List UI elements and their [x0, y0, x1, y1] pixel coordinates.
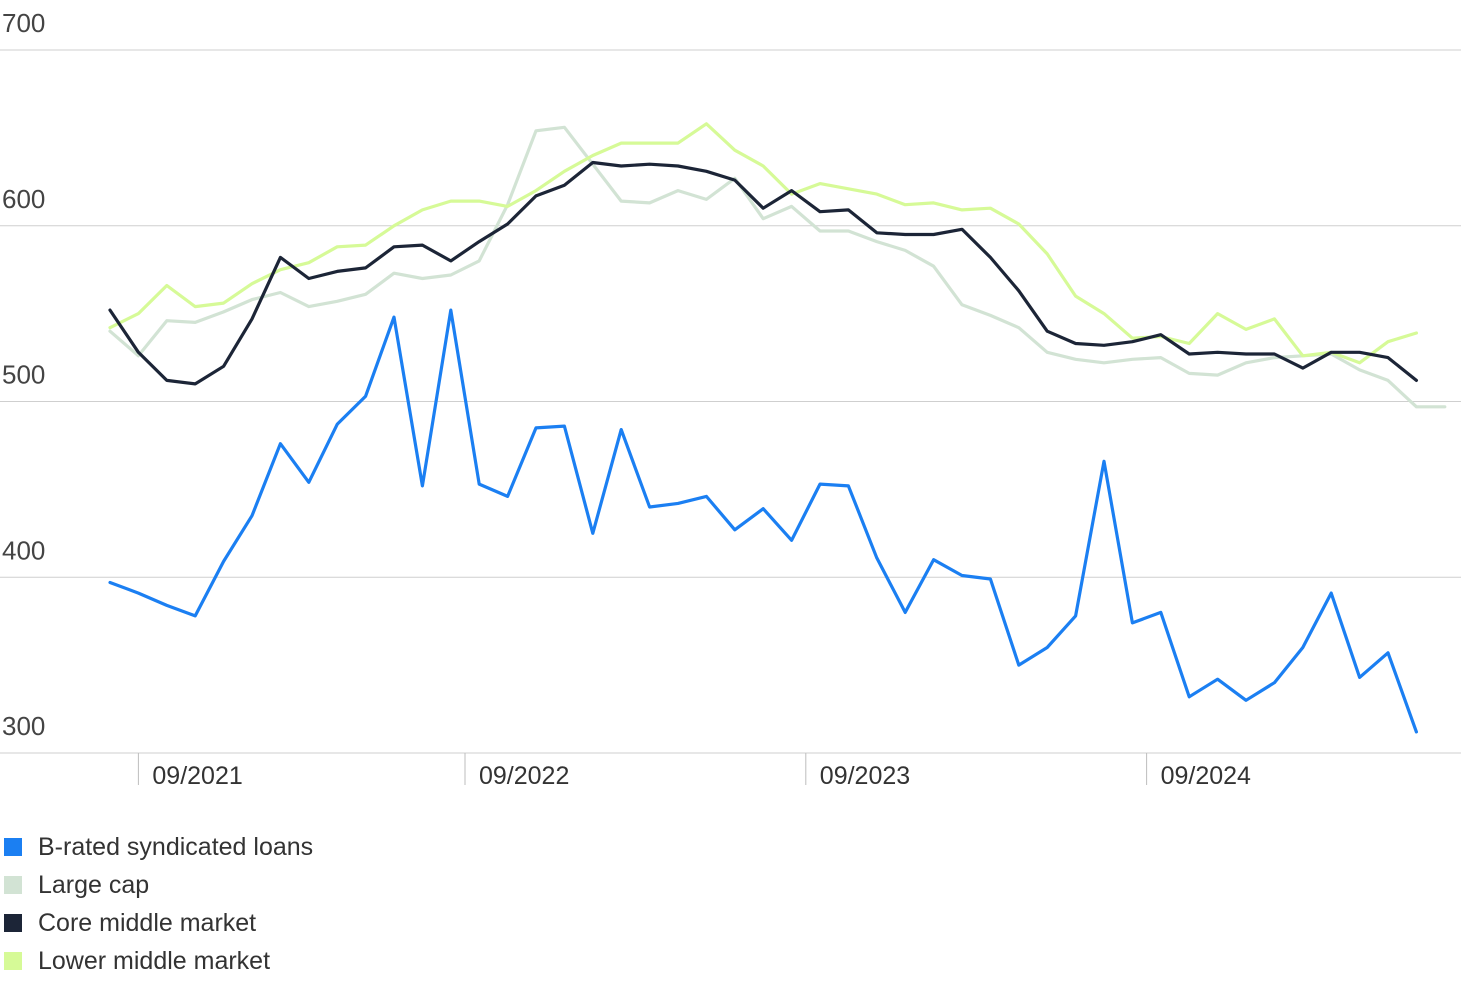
x-tick-label-2: 09/2023	[820, 762, 910, 790]
series-line-b-rated-syndicated-loans	[108, 308, 1418, 734]
legend-swatch	[4, 838, 22, 856]
x-tick-label-1: 09/2022	[479, 762, 569, 790]
legend-label: Lower middle market	[38, 946, 271, 975]
y-axis-ticks: 700 600 500 400 300	[2, 8, 45, 741]
x-tick-label-0: 09/2021	[152, 762, 242, 790]
y-tick-label-400: 400	[2, 535, 45, 565]
legend-item-core-middle-market: Core middle market	[4, 904, 313, 942]
legend-swatch	[4, 914, 22, 932]
legend-label: B-rated syndicated loans	[38, 832, 314, 861]
legend-swatch	[4, 952, 22, 970]
series-line-core-middle-market	[108, 160, 1418, 386]
y-tick-label-600: 600	[2, 184, 45, 214]
legend-label: Large cap	[38, 870, 150, 899]
gridlines	[0, 49, 1461, 754]
series-line-large-cap	[108, 125, 1447, 409]
legend: B-rated syndicated loans Large cap Core …	[4, 828, 313, 980]
y-tick-label-300: 300	[2, 711, 45, 741]
legend-item-b-rated-syndicated-loans: B-rated syndicated loans	[4, 828, 313, 866]
y-tick-label-700: 700	[2, 8, 45, 38]
y-tick-label-500: 500	[2, 360, 45, 390]
legend-label: Core middle market	[38, 908, 257, 937]
series-lines	[108, 122, 1447, 734]
legend-swatch	[4, 876, 22, 894]
series-line-lower-middle-market	[108, 122, 1418, 365]
legend-item-lower-middle-market: Lower middle market	[4, 942, 313, 980]
x-tick-label-3: 09/2024	[1161, 762, 1251, 790]
x-axis: 09/2021 09/2022 09/2023 09/2024	[137, 753, 1251, 790]
legend-item-large-cap: Large cap	[4, 866, 313, 904]
